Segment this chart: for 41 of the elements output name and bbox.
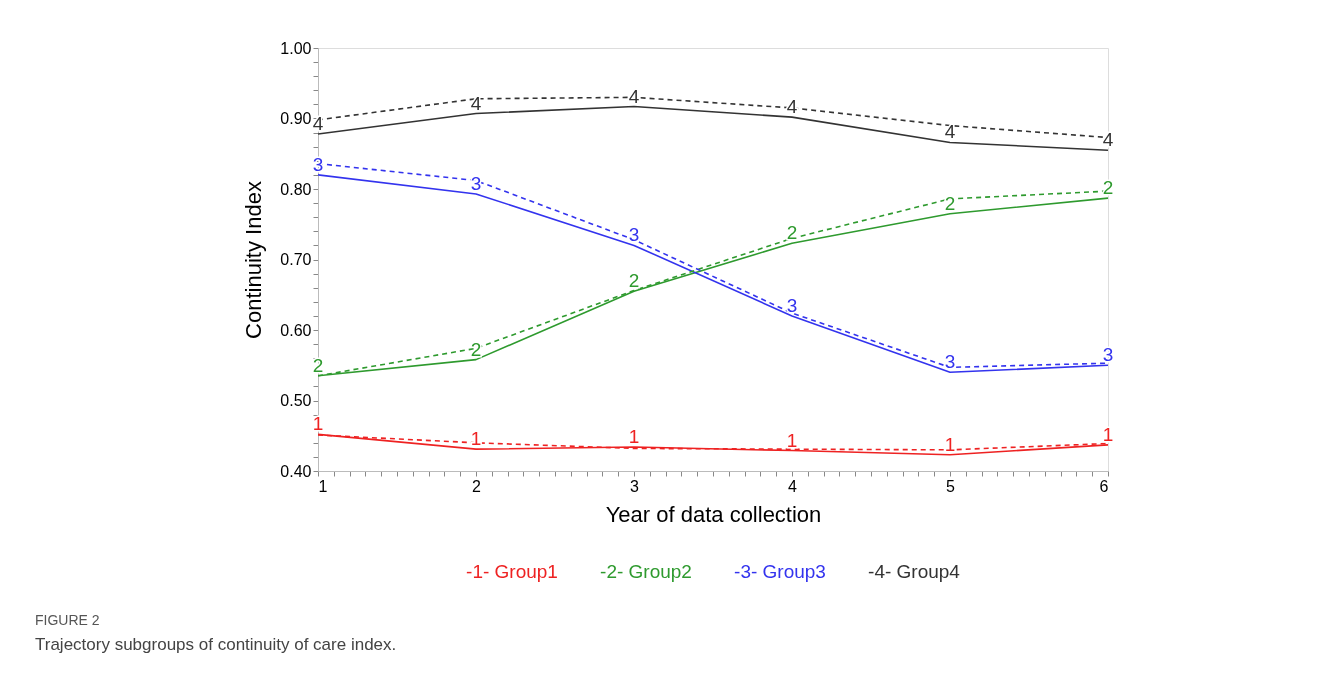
annotation: 1 [628, 426, 640, 448]
text: -3- Group3 [734, 561, 826, 582]
text: -1- Group1 [466, 561, 558, 582]
annotation: 3 [628, 224, 640, 246]
text: -2- Group2 [600, 561, 692, 582]
y-tick-label: 0.60 [280, 321, 312, 339]
text: Trajectory subgroups of continuity of care index. [35, 635, 397, 654]
annotation: 3 [1102, 344, 1114, 366]
caption: FIGURE 2 [35, 612, 100, 628]
annotation: 1 [786, 429, 798, 451]
annotation: 2 [312, 354, 324, 376]
x-tick-label: 2 [472, 477, 482, 495]
x-tick-label: 1 [318, 477, 328, 495]
y-tick-label: 0.50 [280, 392, 312, 409]
x-tick-label: 3 [630, 477, 640, 495]
annotation: 3 [786, 294, 798, 316]
x-tick-label: 4 [788, 477, 798, 495]
annotation: 4 [628, 85, 640, 107]
annotation: 2 [628, 270, 640, 292]
annotation: 1 [1102, 423, 1114, 445]
annotation: 4 [1102, 129, 1114, 151]
x-tick-label: 6 [1099, 477, 1109, 495]
annotation: 2 [944, 192, 956, 214]
annotation: 4 [312, 113, 324, 135]
x-axis-title: Year of data collection [605, 501, 822, 527]
y-tick-label: 1.00 [280, 39, 312, 57]
annotation: 1 [944, 433, 956, 455]
annotation: 4 [470, 92, 482, 114]
y-axis-title: Continuity Index [241, 181, 267, 339]
text: -4- Group4 [868, 561, 961, 582]
y-tick-label: 0.90 [280, 110, 312, 127]
annotation: 1 [470, 428, 482, 450]
annotation: 2 [786, 222, 798, 244]
annotation: 3 [944, 351, 956, 373]
annotation: 4 [944, 121, 956, 143]
y-tick-label: 0.80 [280, 180, 312, 198]
annotation: 2 [1102, 177, 1114, 199]
y-tick-label: 0.70 [280, 251, 312, 268]
y-tick-label: 0.40 [280, 462, 312, 480]
x-tick-label: 5 [946, 477, 956, 495]
annotation: 1 [312, 413, 324, 435]
